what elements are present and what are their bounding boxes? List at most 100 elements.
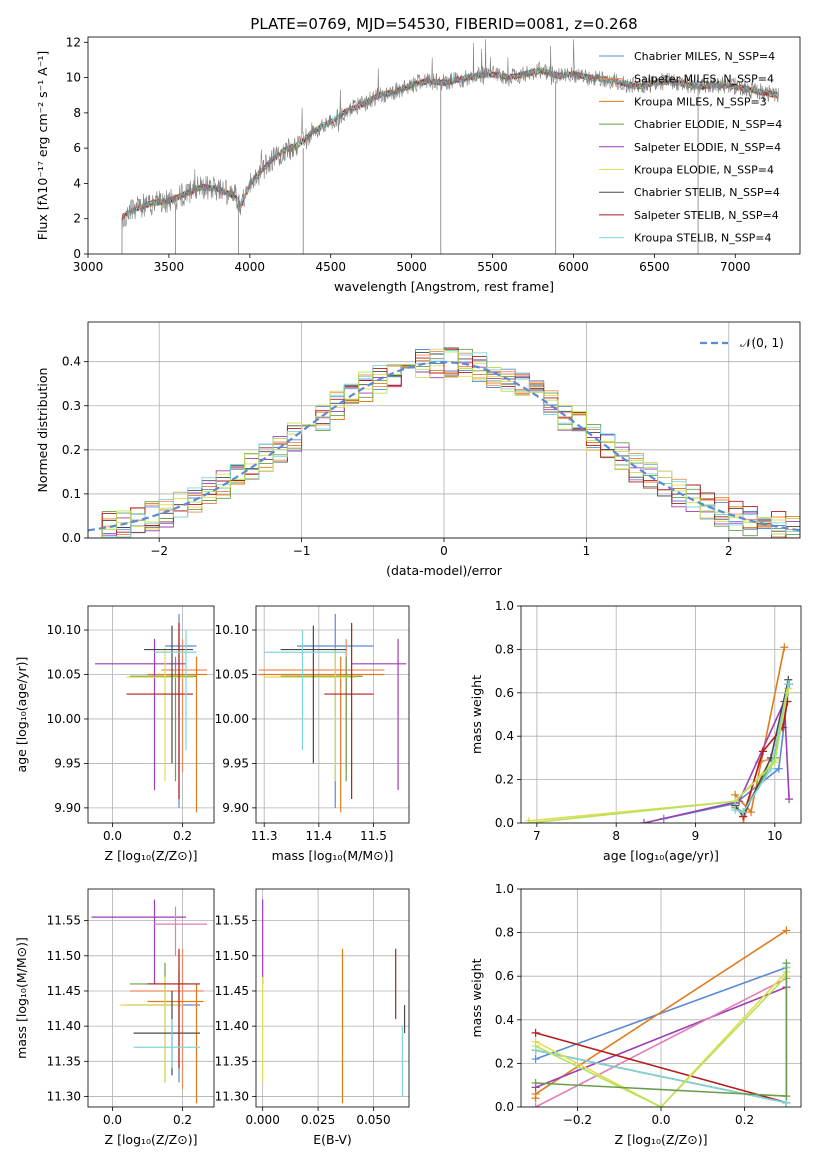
y-tick-label: 0.0 bbox=[495, 816, 514, 830]
plot-area bbox=[524, 643, 794, 823]
errorbar-kroupa_miles bbox=[147, 656, 207, 813]
x-tick-label: 3500 bbox=[154, 260, 185, 274]
gridlines bbox=[256, 606, 409, 823]
x-axis-label: (data-model)/error bbox=[386, 563, 503, 578]
weight-line bbox=[643, 701, 790, 823]
x-tick-label: 1 bbox=[583, 544, 591, 558]
weight-marker bbox=[770, 758, 779, 767]
errorbar-kroupa_miles bbox=[258, 656, 385, 813]
legend-entry: Kroupa STELIB, N_SSP=4 bbox=[634, 232, 772, 245]
x-tick-label: 0.2 bbox=[173, 829, 192, 843]
legend-entry: Salpeter STELIB, N_SSP=4 bbox=[634, 209, 779, 222]
errorbar-kroupa_elodie bbox=[119, 976, 183, 1083]
x-axis-label: wavelength [Angstrom, rest frame] bbox=[334, 279, 554, 294]
y-tick-label: 11.45 bbox=[215, 984, 249, 998]
x-tick-label: 4500 bbox=[315, 260, 346, 274]
y-tick-label: 0.6 bbox=[495, 686, 514, 700]
x-tick-label: 0 bbox=[440, 544, 448, 558]
x-tick-label: 5500 bbox=[477, 260, 508, 274]
weight-marker bbox=[657, 1103, 665, 1107]
weight-marker bbox=[785, 795, 794, 804]
y-tick-label: 0.2 bbox=[495, 773, 514, 787]
x-axis-label: E(B-V) bbox=[313, 1132, 352, 1147]
x-tick-label: 0.000 bbox=[245, 1113, 279, 1127]
x-tick-label: −2 bbox=[150, 544, 168, 558]
errorbar-salpeter_miles bbox=[258, 638, 385, 773]
y-tick-label: 0.2 bbox=[495, 1056, 514, 1070]
y-tick-label: 11.55 bbox=[215, 914, 249, 928]
y-tick-label: 11.40 bbox=[215, 1019, 249, 1033]
panel-age_vs_Z: 0.0 0.2 9.90 9.95 10.00 10.05 10.10 Z [log₁₀(Z/… bbox=[14, 605, 215, 863]
weight-marker bbox=[531, 1055, 540, 1064]
errorbar-extra_pink bbox=[154, 906, 207, 956]
axes-frame bbox=[87, 321, 801, 539]
x-tick-label: 11.5 bbox=[360, 829, 387, 843]
x-axis-label: mass [log₁₀(M/M⊙)] bbox=[272, 848, 394, 863]
x-tick-label: 7000 bbox=[720, 260, 751, 274]
y-tick-label: 0.3 bbox=[62, 399, 81, 413]
weight-marker bbox=[780, 643, 789, 652]
weight-series-chabrier_elodie bbox=[531, 959, 791, 1101]
y-tick-label: 10 bbox=[66, 71, 81, 85]
errorbar-chabrier_stelib bbox=[280, 625, 347, 764]
y-tick-label: 10.00 bbox=[215, 712, 249, 726]
x-tick-label: 7 bbox=[533, 829, 541, 843]
y-tick-label: 0.8 bbox=[495, 926, 514, 940]
x-tick-label: 0.2 bbox=[173, 1113, 192, 1127]
residual-histogram-kroupa_stelib bbox=[88, 350, 800, 538]
x-tick-label: 0.0 bbox=[103, 1113, 122, 1127]
weight-marker bbox=[782, 926, 791, 935]
weight-line bbox=[535, 975, 787, 1107]
y-tick-label: 4 bbox=[73, 176, 81, 190]
errorbar-kroupa_elodie bbox=[264, 647, 358, 782]
panel-residuals: −2 −1 0 1 2 0.0 0.1 0.2 0.3 0.4 (data-model)/error… bbox=[35, 321, 801, 578]
y-tick-label: 11.30 bbox=[47, 1089, 81, 1103]
legend-entry: Chabrier STELIB, N_SSP=4 bbox=[634, 186, 780, 199]
x-tick-label: 0.025 bbox=[301, 1113, 335, 1127]
errorbar-kroupa_stelib bbox=[133, 1019, 200, 1069]
x-tick-label: 11.4 bbox=[305, 829, 332, 843]
y-tick-label: 9.90 bbox=[54, 801, 81, 815]
x-tick-label: 0.0 bbox=[651, 1113, 670, 1127]
legend-entry: Kroupa MILES, N_SSP=3 bbox=[634, 95, 767, 108]
x-tick-label: 10 bbox=[767, 829, 782, 843]
weight-line bbox=[528, 692, 788, 823]
y-tick-label: 11.50 bbox=[47, 949, 81, 963]
y-axis-label: mass weight bbox=[469, 675, 484, 754]
y-tick-label: 11.50 bbox=[215, 949, 249, 963]
x-axis-label: Z [log₁₀(Z/Z⊙)] bbox=[615, 1132, 708, 1147]
x-tick-label: 3000 bbox=[73, 260, 104, 274]
y-tick-label: 11.45 bbox=[47, 984, 81, 998]
y-tick-label: 6 bbox=[73, 141, 81, 155]
weight-marker bbox=[784, 680, 793, 689]
y-tick-label: 10.10 bbox=[47, 623, 81, 637]
y-tick-label: 12 bbox=[66, 35, 81, 49]
axes-frame bbox=[255, 888, 410, 1108]
x-tick-label: 6000 bbox=[558, 260, 589, 274]
weight-marker bbox=[782, 1092, 791, 1101]
weight-marker bbox=[747, 808, 756, 817]
legend-entry: Salpeter ELODIE, N_SSP=4 bbox=[634, 141, 781, 154]
axes-frame bbox=[520, 605, 802, 824]
weight-line bbox=[535, 971, 787, 1107]
weight-marker bbox=[782, 688, 791, 697]
legend-entry: Salpeter MILES, N_SSP=4 bbox=[634, 73, 774, 86]
y-tick-label: 0 bbox=[73, 247, 81, 261]
axes-frame bbox=[520, 888, 802, 1108]
weight-marker bbox=[531, 1103, 540, 1107]
x-tick-label: 5000 bbox=[396, 260, 427, 274]
y-axis-label: age [log₁₀(age/yr)] bbox=[14, 657, 29, 773]
gaussian-curve bbox=[88, 360, 800, 532]
errorbar-salpeter_elodie bbox=[91, 899, 186, 984]
gridlines bbox=[521, 605, 801, 824]
weight-marker bbox=[782, 959, 791, 968]
legend-entry: 𝒩(0, 1) bbox=[740, 336, 784, 350]
y-tick-label: 11.40 bbox=[47, 1019, 81, 1033]
x-tick-label: 11.3 bbox=[251, 829, 278, 843]
x-tick-label: 8 bbox=[612, 829, 620, 843]
weight-marker bbox=[524, 819, 533, 823]
weight-line bbox=[663, 684, 790, 820]
axes-frame bbox=[255, 605, 410, 824]
errorbar-kroupa_miles bbox=[147, 983, 204, 1104]
